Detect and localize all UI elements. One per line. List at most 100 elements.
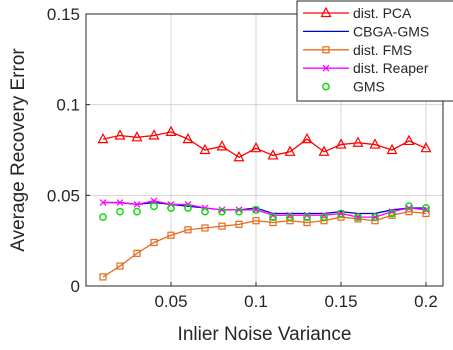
legend-item-dist-reaper: dist. Reaper xyxy=(303,60,429,76)
data-point-gms xyxy=(167,204,175,212)
data-point-gms xyxy=(286,213,294,221)
series-dist-reaper xyxy=(99,197,430,221)
y-tick-label: 0.05 xyxy=(47,186,80,205)
data-point-dist-pca xyxy=(182,132,194,144)
data-point-dist-fms xyxy=(99,273,107,281)
data-point-gms xyxy=(337,209,345,218)
data-point-dist-reaper xyxy=(133,200,141,208)
data-point-dist-reaper xyxy=(150,197,158,205)
data-point-gms xyxy=(99,213,107,221)
data-point-dist-pca xyxy=(335,138,347,149)
data-point-gms xyxy=(201,207,209,216)
legend-label-dist-pca: dist. PCA xyxy=(353,5,412,21)
data-point-gms xyxy=(388,209,396,218)
data-point-gms xyxy=(320,213,328,221)
data-point-dist-reaper xyxy=(286,211,294,219)
legend: dist. PCA CBGA-GMS dist. FMS dist. Reaper GM… xyxy=(296,0,453,102)
x-axis-label: Inlier Noise Variance xyxy=(178,324,352,345)
data-point-dist-fms xyxy=(133,249,141,257)
data-point-dist-pca xyxy=(267,149,279,160)
legend-label-cbga-gms: CBGA-GMS xyxy=(353,23,429,39)
data-point-dist-pca xyxy=(148,129,160,140)
data-point-dist-fms xyxy=(116,262,124,270)
legend-marker-dist-fms xyxy=(322,46,330,54)
x-tick-label: 0.05 xyxy=(154,292,187,311)
legend-marker-gms xyxy=(322,82,330,91)
data-point-dist-pca xyxy=(284,145,296,156)
data-point-dist-reaper xyxy=(269,211,277,219)
data-point-dist-reaper xyxy=(99,199,107,207)
data-point-dist-pca xyxy=(97,132,109,144)
data-point-gms xyxy=(303,213,311,221)
y-tick-label: 0.15 xyxy=(47,5,80,24)
data-point-dist-fms xyxy=(235,220,243,228)
legend-item-cbga-gms: CBGA-GMS xyxy=(303,23,429,39)
data-point-dist-reaper xyxy=(422,206,430,214)
data-point-dist-pca xyxy=(386,143,398,155)
data-point-dist-pca xyxy=(403,134,415,146)
data-point-gms xyxy=(218,207,226,216)
data-point-dist-pca xyxy=(216,140,228,151)
data-point-dist-pca xyxy=(114,129,126,140)
data-point-gms xyxy=(184,204,192,212)
data-point-dist-fms xyxy=(201,224,209,232)
legend-item-gms: GMS xyxy=(322,79,385,95)
x-tick-label: 0.1 xyxy=(244,292,268,311)
data-point-gms xyxy=(405,202,413,211)
data-point-dist-pca xyxy=(420,141,432,153)
x-tick-label: 0.2 xyxy=(414,292,438,311)
data-point-gms xyxy=(150,202,158,211)
data-point-dist-pca xyxy=(352,136,364,147)
data-point-dist-fms xyxy=(320,217,328,225)
data-point-dist-pca xyxy=(250,141,262,153)
data-point-dist-pca xyxy=(131,131,143,142)
legend-marker-dist-reaper xyxy=(322,64,330,72)
data-point-dist-fms xyxy=(150,238,158,247)
series-dist-pca xyxy=(97,125,432,162)
legend-marker-dist-pca xyxy=(320,6,332,18)
plot-frame xyxy=(85,13,444,287)
data-point-dist-pca xyxy=(199,143,211,155)
axis-ticks: 0.05 0.1 0.15 0.2 0 0.05 0.1 0.15 xyxy=(47,5,438,311)
data-point-gms xyxy=(235,207,243,216)
data-point-dist-fms xyxy=(269,218,277,227)
legend-item-dist-fms: dist. FMS xyxy=(303,42,412,58)
data-point-dist-fms xyxy=(218,222,226,230)
data-point-dist-pca xyxy=(165,125,177,136)
data-point-gms xyxy=(133,207,141,216)
data-point-dist-reaper xyxy=(320,211,328,219)
series-gms xyxy=(99,202,430,221)
data-point-dist-reaper xyxy=(235,206,243,214)
data-point-dist-fms xyxy=(167,231,175,239)
legend-label-dist-reaper: dist. Reaper xyxy=(353,60,429,76)
data-point-dist-reaper xyxy=(116,199,124,207)
data-point-dist-fms xyxy=(286,217,294,225)
legend-item-dist-pca: dist. PCA xyxy=(303,5,412,21)
data-point-gms xyxy=(354,213,362,221)
data-point-gms xyxy=(371,213,379,221)
data-point-dist-reaper xyxy=(303,211,311,219)
data-point-dist-fms xyxy=(184,226,192,234)
y-tick-label: 0.1 xyxy=(56,96,80,115)
data-point-dist-reaper xyxy=(405,204,413,212)
data-point-dist-reaper xyxy=(388,208,396,216)
data-point-gms xyxy=(269,213,277,221)
data-point-dist-pca xyxy=(233,150,245,162)
data-point-dist-reaper xyxy=(218,206,226,214)
data-point-dist-fms xyxy=(303,218,311,227)
data-point-gms xyxy=(252,205,260,214)
y-axis-label: Average Recovery Error xyxy=(8,48,29,252)
data-point-dist-pca xyxy=(318,145,330,156)
legend-label-dist-fms: dist. FMS xyxy=(353,42,412,58)
data-point-dist-pca xyxy=(301,132,313,144)
data-point-dist-fms xyxy=(252,217,260,225)
series-dist-fms xyxy=(99,208,430,281)
x-tick-label: 0.15 xyxy=(324,292,357,311)
data-point-gms xyxy=(116,207,124,216)
series-layer xyxy=(97,125,432,281)
data-point-gms xyxy=(422,204,430,212)
y-tick-label: 0 xyxy=(71,277,80,296)
legend-label-gms: GMS xyxy=(353,79,385,95)
data-point-dist-pca xyxy=(369,138,381,149)
